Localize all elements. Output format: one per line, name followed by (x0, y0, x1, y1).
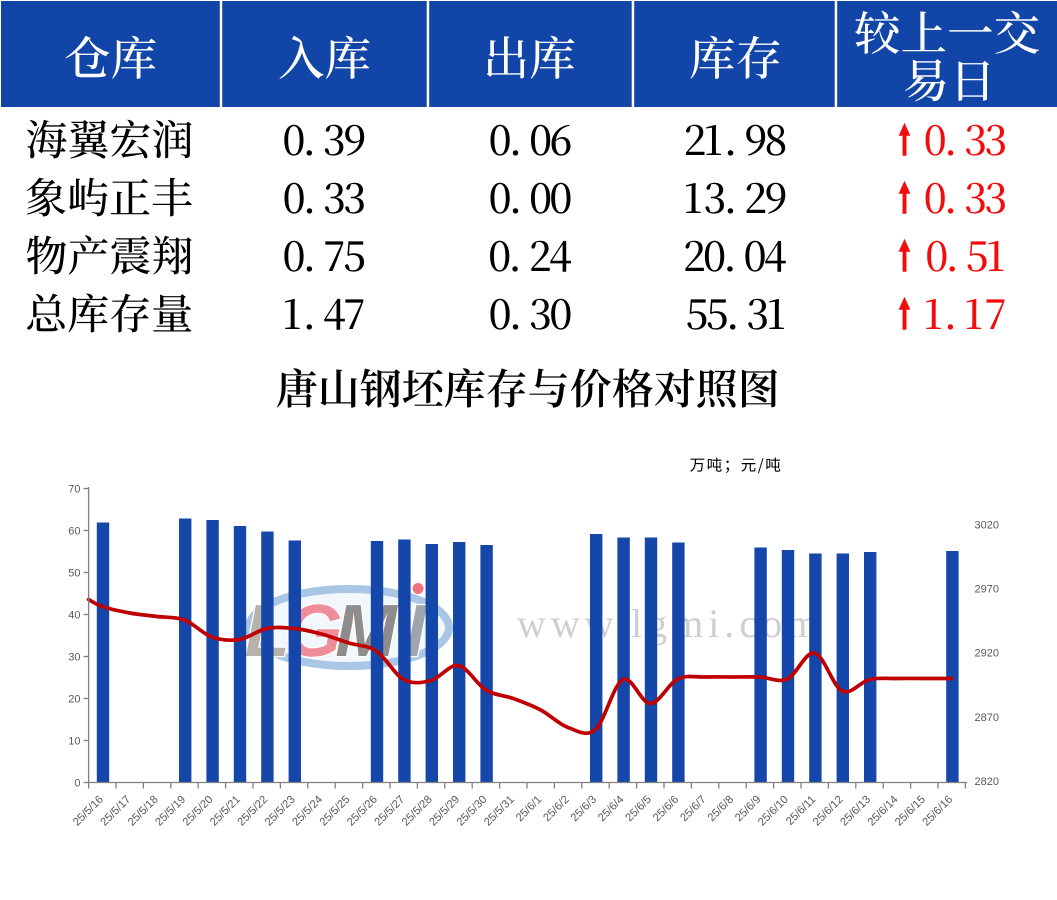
svg-text:60: 60 (68, 525, 80, 537)
svg-text:40: 40 (68, 609, 80, 621)
svg-text:25/6/4: 25/6/4 (596, 794, 626, 824)
svg-text:70: 70 (68, 483, 80, 495)
svg-text:30: 30 (68, 651, 80, 663)
svg-text:25/6/3: 25/6/3 (569, 794, 599, 824)
svg-text:25/6/6: 25/6/6 (651, 794, 681, 824)
svg-text:25/6/10: 25/6/10 (756, 794, 791, 829)
svg-text:25/6/8: 25/6/8 (706, 794, 736, 824)
svg-text:www.lgmi.com: www.lgmi.com (517, 601, 823, 646)
svg-text:25/6/5: 25/6/5 (623, 794, 653, 824)
svg-text:25/5/31: 25/5/31 (482, 794, 517, 829)
svg-text:2920: 2920 (975, 648, 999, 660)
svg-text:3020: 3020 (975, 519, 999, 531)
svg-text:20: 20 (68, 693, 80, 705)
svg-text:2820: 2820 (975, 776, 999, 788)
svg-text:25/6/1: 25/6/1 (514, 794, 544, 824)
svg-text:25/6/7: 25/6/7 (678, 794, 708, 824)
svg-text:10: 10 (68, 735, 80, 747)
svg-text:2870: 2870 (975, 712, 999, 724)
svg-text:25/6/16: 25/6/16 (920, 794, 955, 829)
svg-text:0: 0 (74, 777, 80, 789)
svg-text:25/6/2: 25/6/2 (541, 794, 571, 824)
svg-text:2970: 2970 (975, 584, 999, 596)
svg-text:50: 50 (68, 567, 80, 579)
